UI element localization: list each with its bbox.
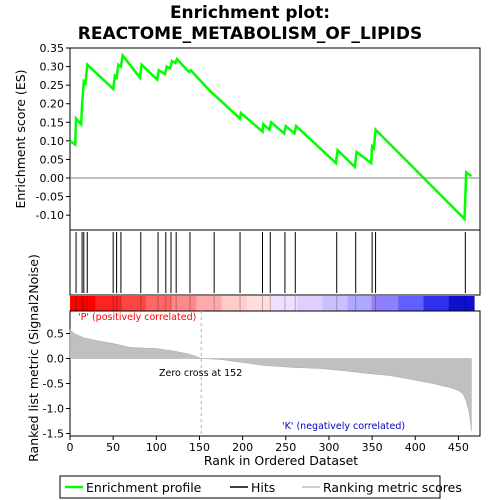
legend: Enrichment profile Hits Ranking metric s… (59, 475, 462, 499)
es-ytick-label: 0.35 (40, 42, 65, 55)
color-bar-segment (423, 296, 450, 311)
es-ytick-label: -0.10 (36, 209, 64, 222)
color-bar-segment (322, 296, 349, 311)
xtick-label: 400 (405, 441, 426, 454)
metric-ytick-label: -1.5 (43, 428, 64, 441)
xtick-label: 300 (318, 441, 339, 454)
zero-cross-annotation: Zero cross at 152 (159, 368, 242, 379)
metric-panel: 0.5 0.0 -0.5 -1.0 -1.5 'P' (positively corre… (26, 254, 481, 462)
es-ytick-label: 0.00 (40, 172, 65, 185)
hits-panel (69, 229, 481, 296)
es-y-axis-label: Enrichment score (ES) (13, 69, 28, 208)
color-bar-segment (272, 296, 298, 311)
metric-ytick-label: 0.5 (47, 328, 65, 341)
es-ytick-label: -0.05 (36, 191, 64, 204)
es-panel: -0.10 -0.05 0.00 0.05 0.10 0.15 0.20 0.25 0.30 0.… (13, 42, 481, 231)
hits-area (69, 229, 481, 296)
chart-title-line2: REACTOME_METABOLISM_OF_LIPIDS (78, 24, 422, 44)
color-bar-segment (171, 296, 197, 311)
legend-label-hits: Hits (251, 480, 275, 495)
es-y-axis: -0.10 -0.05 0.00 0.05 0.10 0.15 0.20 0.25 0.30 0.… (36, 42, 70, 222)
metric-ytick-label: 0.0 (47, 353, 65, 366)
es-ytick-label: 0.10 (40, 135, 65, 148)
x-axis-label: Rank in Ordered Dataset (204, 453, 358, 468)
hit-markers (75, 232, 466, 293)
positive-annotation: 'P' (positively correlated) (78, 312, 196, 323)
chart-title-line1: Enrichment plot: (170, 3, 330, 23)
xtick-label: 150 (189, 441, 210, 454)
xtick-label: 250 (275, 441, 296, 454)
es-ytick-label: 0.05 (40, 153, 65, 166)
color-bar-segment (347, 296, 374, 311)
xtick-label: 200 (232, 441, 253, 454)
xtick-label: 350 (362, 441, 383, 454)
es-plot-area (69, 47, 481, 231)
xtick-label: 450 (448, 441, 469, 454)
color-bar-segment (221, 296, 248, 311)
metric-y-axis: 0.5 0.0 -0.5 -1.0 -1.5 (43, 328, 70, 441)
es-ytick-label: 0.25 (40, 79, 65, 92)
legend-box (59, 475, 441, 499)
color-bar-segment (145, 296, 172, 311)
xtick-label: 100 (146, 441, 167, 454)
es-ytick-label: 0.15 (40, 116, 65, 129)
negative-annotation: 'K' (negatively correlated) (282, 421, 405, 432)
ranked-color-bar (70, 296, 475, 311)
metric-ytick-label: -1.0 (43, 403, 64, 416)
xtick-label: 0 (67, 441, 74, 454)
color-bar-segment (95, 296, 122, 311)
color-bar-segment (448, 296, 475, 311)
color-bar-segment (398, 296, 425, 311)
color-bar-segment (120, 296, 147, 311)
metric-ytick-label: -0.5 (43, 378, 64, 391)
metric-y-axis-label: Ranked list metric (Signal2Noise) (26, 254, 41, 462)
xtick-label: 50 (106, 441, 120, 454)
x-axis: 0 50 100 150 200 250 300 350 400 450 (67, 436, 469, 454)
ranking-metric-area (69, 328, 472, 432)
color-bar-segment (246, 296, 273, 311)
legend-label-enrichment: Enrichment profile (86, 480, 202, 495)
es-profile-line (69, 52, 473, 222)
color-bar-segment (373, 296, 399, 311)
es-ytick-label: 0.20 (40, 98, 65, 111)
color-bar-segment (70, 296, 96, 311)
color-bar-segment (196, 296, 223, 311)
legend-label-ranking: Ranking metric scores (323, 480, 462, 495)
color-bar-segment (297, 296, 324, 311)
es-ytick-label: 0.30 (40, 61, 65, 74)
